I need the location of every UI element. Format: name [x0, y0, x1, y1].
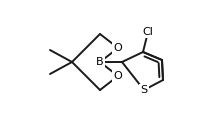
Text: Cl: Cl	[143, 27, 154, 37]
Text: O: O	[114, 43, 122, 53]
Text: O: O	[114, 71, 122, 81]
Text: B: B	[96, 57, 104, 67]
Text: S: S	[140, 85, 148, 95]
